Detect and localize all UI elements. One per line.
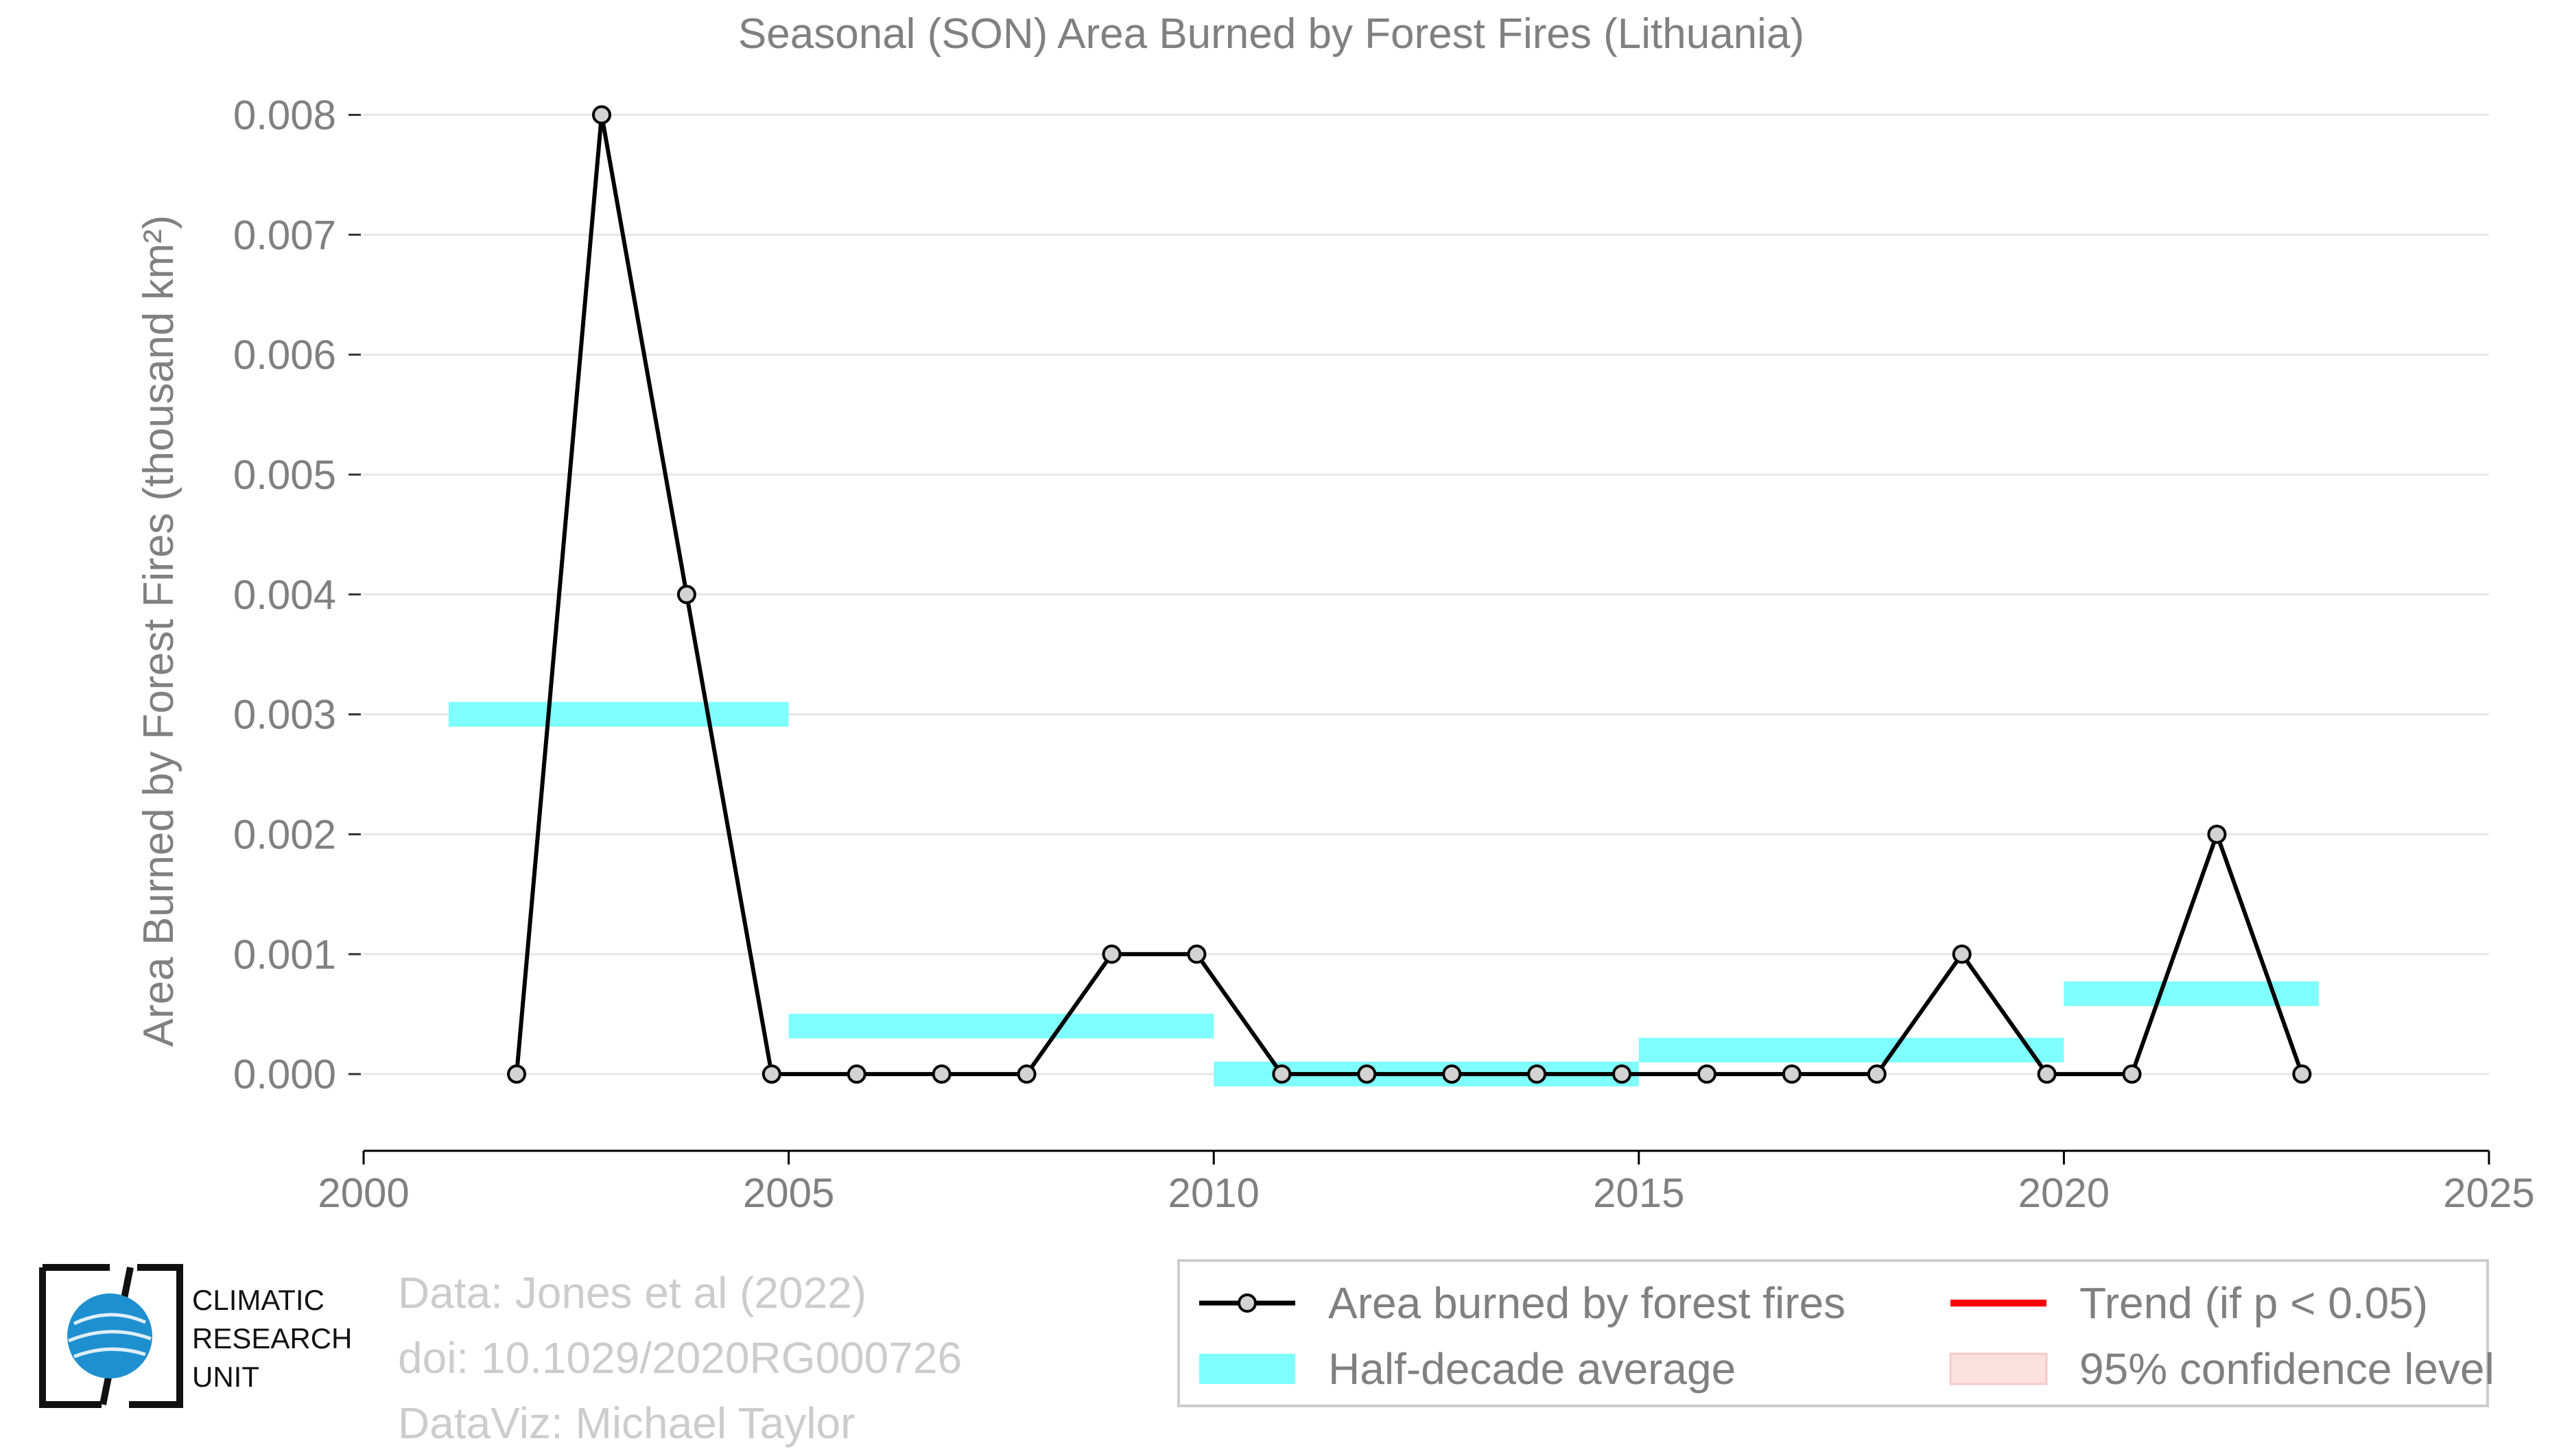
data-point (2292, 1064, 2312, 1084)
legend-key-marker (1238, 1293, 1257, 1313)
legend-key-band (1199, 1354, 1295, 1384)
x-tick-label: 2005 (743, 1170, 834, 1216)
data-point (1102, 944, 1122, 964)
y-tick-label: 0.000 (233, 1051, 336, 1097)
y-axis-ticks: 0.000 0.001 0.002 0.003 0.004 0.005 0.006 0.007… (233, 92, 361, 1097)
series-area-burned (507, 105, 2312, 1084)
data-point (676, 584, 696, 604)
legend-label: Area burned by forest fires (1328, 1278, 1845, 1328)
data-point (1782, 1064, 1802, 1084)
credits: Data: Jones et al (2022) doi: 10.1029/20… (398, 1261, 962, 1456)
data-point (1357, 1064, 1377, 1084)
logo-line-1: CLIMATIC (192, 1284, 324, 1316)
data-point (1187, 944, 1207, 964)
globe-icon (67, 1293, 152, 1379)
y-tick-label: 0.004 (233, 572, 336, 618)
legend: Area burned by forest fires Trend (if p <… (1177, 1259, 2494, 1407)
half-decade-averages (448, 702, 2320, 1087)
half-decade-average-bar (788, 1014, 1214, 1039)
legend-key-band (1949, 1352, 2048, 1385)
credit-dataviz: DataViz: Michael Taylor (398, 1398, 855, 1448)
y-axis-label: Area Burned by Forest Fires (thousand km… (135, 215, 182, 1047)
data-point (1952, 944, 1972, 964)
cru-logo-text: CLIMATIC RESEARCH UNIT (192, 1281, 352, 1396)
data-point (762, 1064, 781, 1084)
half-decade-average-bar (2064, 981, 2320, 1006)
y-tick-label: 0.008 (233, 92, 336, 138)
legend-label: Trend (if p < 0.05) (2079, 1278, 2428, 1328)
half-decade-average-bar (1638, 1038, 2064, 1063)
half-decade-average-bar (448, 702, 789, 727)
data-point (932, 1064, 952, 1084)
data-point (1017, 1064, 1037, 1084)
x-axis: 2000 2005 2010 2015 2020 2025 (318, 1149, 2535, 1216)
logo-line-2: RESEARCH (192, 1322, 353, 1354)
y-tick-label: 0.002 (233, 811, 336, 857)
data-point (2207, 824, 2227, 844)
x-tick-label: 2010 (1168, 1170, 1259, 1216)
data-point (1442, 1064, 1462, 1084)
x-tick-label: 2025 (2443, 1170, 2534, 1216)
x-tick-label: 2000 (318, 1170, 409, 1216)
y-tick-label: 0.007 (233, 212, 336, 258)
logo-line-3: UNIT (192, 1361, 259, 1393)
data-point (1867, 1064, 1887, 1084)
data-point (507, 1064, 527, 1084)
series-line (515, 112, 2304, 1077)
cru-logo (39, 1264, 183, 1408)
data-point (1697, 1064, 1716, 1084)
data-point (1527, 1064, 1547, 1084)
data-point (591, 105, 611, 125)
y-tick-label: 0.003 (233, 692, 336, 738)
data-point (2037, 1064, 2057, 1084)
credit-data-source: Data: Jones et al (2022) (398, 1268, 867, 1317)
data-point (2122, 1064, 2142, 1084)
legend-label: Half-decade average (1328, 1344, 1736, 1394)
legend-label: 95% confidence level (2079, 1344, 2494, 1394)
legend-box (1177, 1259, 2489, 1407)
data-point (847, 1064, 866, 1084)
data-point (1612, 1064, 1632, 1084)
credit-doi: doi: 10.1029/2020RG000726 (398, 1333, 963, 1383)
data-point (1272, 1064, 1292, 1084)
x-tick-label: 2015 (1593, 1170, 1684, 1216)
y-tick-label: 0.001 (233, 931, 336, 977)
x-tick-label: 2020 (2018, 1170, 2110, 1216)
y-tick-label: 0.005 (233, 452, 336, 498)
chart-title: Seasonal (SON) Area Burned by Forest Fir… (738, 10, 1804, 58)
y-tick-label: 0.006 (233, 332, 336, 378)
